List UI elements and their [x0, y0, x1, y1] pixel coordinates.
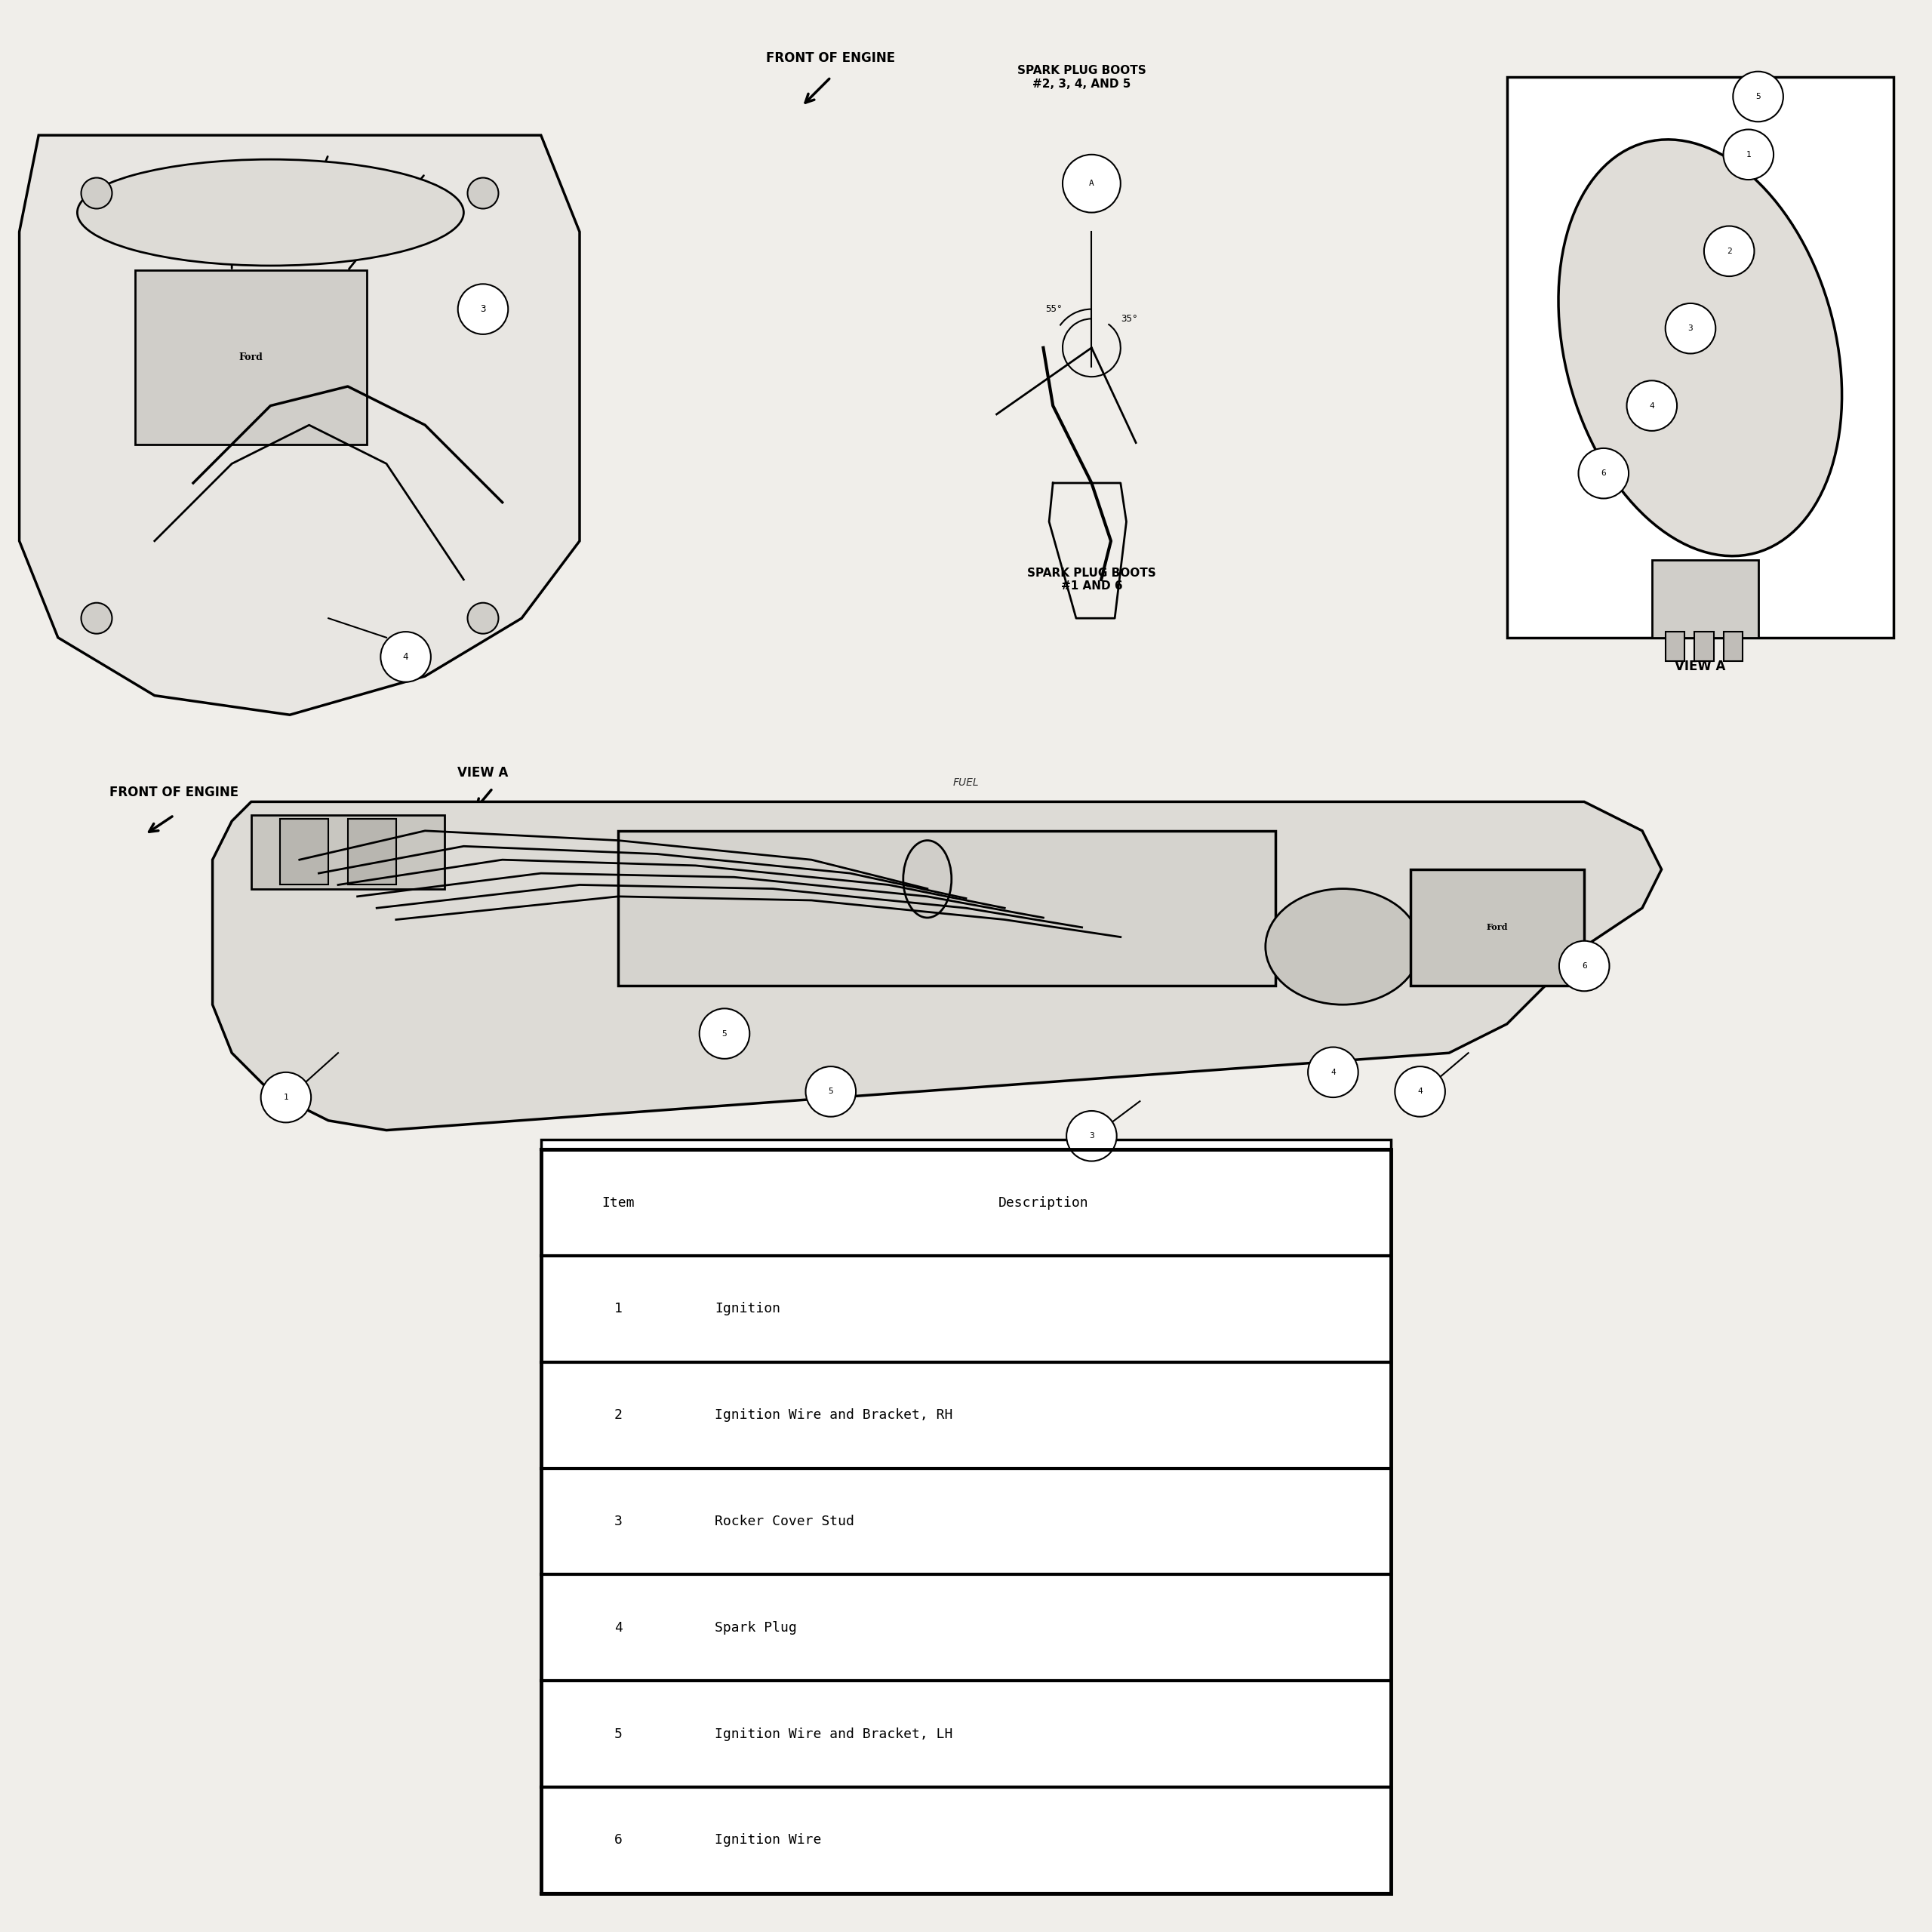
FancyBboxPatch shape [541, 1681, 1391, 1787]
Ellipse shape [1265, 889, 1420, 1005]
Text: SPARK PLUG BOOTS
#2, 3, 4, AND 5: SPARK PLUG BOOTS #2, 3, 4, AND 5 [1018, 66, 1146, 89]
Text: Ford: Ford [1486, 923, 1509, 931]
Text: Ignition Wire: Ignition Wire [715, 1833, 821, 1847]
Text: 5: 5 [723, 1030, 726, 1037]
FancyBboxPatch shape [541, 1362, 1391, 1468]
Polygon shape [213, 802, 1662, 1130]
Circle shape [381, 632, 431, 682]
Text: 1: 1 [284, 1094, 288, 1101]
Circle shape [261, 1072, 311, 1122]
Circle shape [1578, 448, 1629, 498]
Text: 2: 2 [1727, 247, 1731, 255]
Text: FRONT OF ENGINE: FRONT OF ENGINE [767, 50, 895, 66]
FancyBboxPatch shape [1410, 869, 1584, 985]
Ellipse shape [904, 840, 952, 918]
Circle shape [1395, 1066, 1445, 1117]
FancyBboxPatch shape [541, 1256, 1391, 1362]
Circle shape [1704, 226, 1754, 276]
Circle shape [1665, 303, 1716, 354]
Ellipse shape [1559, 139, 1841, 556]
Circle shape [699, 1009, 750, 1059]
Text: 4: 4 [1331, 1068, 1335, 1076]
Text: Ford: Ford [240, 352, 263, 363]
Text: 3: 3 [481, 303, 485, 315]
Text: 5: 5 [1756, 93, 1760, 100]
Text: 4: 4 [1650, 402, 1654, 410]
FancyBboxPatch shape [1652, 560, 1758, 638]
Text: 5: 5 [829, 1088, 833, 1095]
Text: FUEL: FUEL [952, 777, 980, 788]
FancyBboxPatch shape [1723, 632, 1743, 661]
Text: 3: 3 [614, 1515, 622, 1528]
Circle shape [1627, 381, 1677, 431]
Text: Spark Plug: Spark Plug [715, 1621, 796, 1634]
Text: A: A [1090, 180, 1094, 187]
Circle shape [81, 603, 112, 634]
Circle shape [81, 178, 112, 209]
Text: 5: 5 [614, 1727, 622, 1741]
Text: 3: 3 [1090, 1132, 1094, 1140]
FancyBboxPatch shape [541, 1150, 1391, 1256]
Text: 4: 4 [1418, 1088, 1422, 1095]
Circle shape [1733, 71, 1783, 122]
Text: 4: 4 [404, 651, 408, 663]
Circle shape [468, 603, 498, 634]
FancyBboxPatch shape [541, 1787, 1391, 1893]
Text: Item: Item [603, 1196, 634, 1209]
Polygon shape [19, 135, 580, 715]
Text: 6: 6 [1582, 962, 1586, 970]
Text: Ignition: Ignition [715, 1302, 781, 1316]
Text: 1: 1 [1747, 151, 1750, 158]
FancyBboxPatch shape [1507, 77, 1893, 638]
Text: Ignition Wire and Bracket, LH: Ignition Wire and Bracket, LH [715, 1727, 952, 1741]
Circle shape [1308, 1047, 1358, 1097]
Text: 55°: 55° [1045, 303, 1063, 315]
Circle shape [1066, 1111, 1117, 1161]
Text: 2: 2 [614, 1408, 622, 1422]
FancyBboxPatch shape [541, 1575, 1391, 1681]
Text: VIEW A: VIEW A [458, 765, 508, 781]
Circle shape [1559, 941, 1609, 991]
Circle shape [458, 284, 508, 334]
Circle shape [1723, 129, 1774, 180]
Text: VIEW A: VIEW A [1675, 659, 1725, 674]
Text: Description: Description [999, 1196, 1088, 1209]
FancyBboxPatch shape [251, 815, 444, 889]
Text: 4: 4 [614, 1621, 622, 1634]
FancyBboxPatch shape [1665, 632, 1685, 661]
Text: Rocker Cover Stud: Rocker Cover Stud [715, 1515, 854, 1528]
Circle shape [806, 1066, 856, 1117]
Text: Ignition Wire and Bracket, RH: Ignition Wire and Bracket, RH [715, 1408, 952, 1422]
Text: 35°: 35° [1121, 313, 1138, 325]
FancyBboxPatch shape [348, 819, 396, 885]
Text: 6: 6 [614, 1833, 622, 1847]
FancyBboxPatch shape [280, 819, 328, 885]
Text: SPARK PLUG BOOTS
#1 AND 6: SPARK PLUG BOOTS #1 AND 6 [1028, 568, 1155, 591]
Circle shape [468, 178, 498, 209]
Text: 6: 6 [1602, 469, 1605, 477]
FancyBboxPatch shape [1694, 632, 1714, 661]
FancyBboxPatch shape [541, 1140, 1391, 1893]
Text: 3: 3 [1689, 325, 1692, 332]
Ellipse shape [77, 160, 464, 267]
FancyBboxPatch shape [618, 831, 1275, 985]
Text: 1: 1 [614, 1302, 622, 1316]
Text: FRONT OF ENGINE: FRONT OF ENGINE [110, 784, 238, 800]
FancyBboxPatch shape [135, 270, 367, 444]
FancyBboxPatch shape [541, 1468, 1391, 1575]
Circle shape [1063, 155, 1121, 213]
